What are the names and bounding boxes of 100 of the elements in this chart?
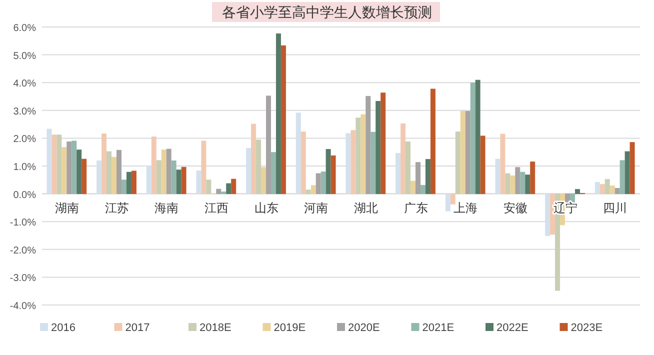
y-tick-label: 4.0%: [13, 78, 36, 90]
bar: [500, 134, 506, 194]
bar: [620, 160, 625, 194]
legend-label: 2018E: [200, 322, 232, 334]
bar: [366, 96, 371, 194]
bar: [396, 152, 401, 194]
chart-title: 各省小学至高中学生人数增长预测: [222, 4, 432, 20]
x-tick-label: 辽宁: [553, 200, 578, 215]
bar: [251, 124, 256, 194]
bar: [545, 194, 550, 236]
x-tick-label: 四川: [603, 200, 628, 215]
bar: [380, 92, 386, 194]
x-tick-label: 河南: [304, 200, 328, 215]
bar: [72, 140, 77, 194]
bar: [102, 134, 107, 194]
bar: [326, 149, 331, 194]
legend-label: 2021E: [422, 322, 454, 334]
bar: [480, 136, 486, 194]
bar: [231, 178, 236, 194]
bar: [226, 183, 232, 194]
bar: [216, 188, 222, 194]
bar: [246, 148, 252, 194]
bar: [346, 133, 351, 194]
bar: [181, 166, 186, 194]
bar: [604, 179, 610, 194]
bar: [161, 150, 166, 194]
bar: [420, 184, 426, 194]
bar: [460, 110, 466, 194]
bar: [600, 184, 605, 194]
bar: [296, 112, 301, 194]
y-tick-label: -1.0%: [10, 218, 36, 229]
bar: [630, 142, 635, 194]
x-tick-label: 安徽: [503, 200, 528, 215]
bar: [116, 150, 122, 194]
y-tick-label: 2.0%: [13, 134, 36, 146]
legend-label: 2023E: [570, 322, 603, 334]
bar: [82, 158, 87, 194]
bar: [270, 152, 276, 194]
bar: [330, 155, 336, 194]
x-tick-label: 江西: [204, 200, 228, 215]
x-tick-label: 山东: [254, 200, 278, 215]
bar: [505, 173, 510, 194]
x-tick-label: 广东: [404, 200, 428, 215]
bar: [515, 167, 520, 194]
bar: [574, 189, 580, 194]
bar: [520, 172, 526, 194]
legend-label: 2019E: [274, 322, 306, 334]
y-tick-label: 5.0%: [13, 50, 36, 62]
bar: [206, 180, 212, 194]
bar: [445, 194, 450, 212]
x-tick-label: 湖南: [54, 200, 79, 215]
bar: [201, 140, 206, 194]
bar: [52, 134, 57, 194]
bar: [450, 194, 456, 204]
bar: [76, 150, 82, 194]
legend-label: 2016: [51, 322, 76, 334]
bar: [360, 114, 366, 194]
bar: [131, 170, 136, 194]
bar: [280, 45, 286, 194]
bar: [406, 142, 411, 194]
bar: [300, 132, 306, 194]
bar: [495, 158, 500, 194]
bar: [425, 159, 430, 194]
legend-label: 2017: [125, 322, 150, 334]
bar: [430, 88, 436, 194]
bar: [594, 182, 600, 194]
bar: [56, 134, 62, 194]
x-tick-label: 上海: [454, 200, 478, 215]
bar: [525, 174, 530, 194]
bar: [510, 175, 516, 194]
bar: [66, 142, 72, 194]
bar: [176, 170, 182, 194]
bar: [96, 160, 102, 194]
bar: [470, 82, 476, 194]
x-tick-label: 海南: [154, 200, 179, 215]
y-tick-label: 0.0%: [13, 190, 36, 201]
legend-label: 2022E: [496, 322, 528, 334]
bar: [306, 190, 311, 194]
bar: [320, 172, 326, 194]
bar: [46, 128, 52, 194]
y-tick-label: 3.0%: [13, 106, 36, 118]
y-tick-label: 6.0%: [13, 23, 36, 34]
bar: [610, 185, 615, 194]
bar: [256, 140, 262, 194]
bar: [624, 151, 630, 194]
legend-label: 2020E: [348, 322, 380, 334]
bar: [530, 162, 536, 194]
bar: [410, 180, 416, 194]
bar: [376, 100, 381, 194]
bar: [121, 180, 126, 194]
bar: [171, 160, 176, 194]
bar: [350, 130, 356, 194]
bar: [266, 96, 271, 194]
bar: [400, 123, 406, 194]
bar: [261, 167, 266, 194]
bar: [106, 151, 112, 194]
bar: [112, 156, 116, 194]
bar: [356, 118, 361, 194]
bar: [146, 165, 152, 194]
bar: [62, 147, 67, 194]
